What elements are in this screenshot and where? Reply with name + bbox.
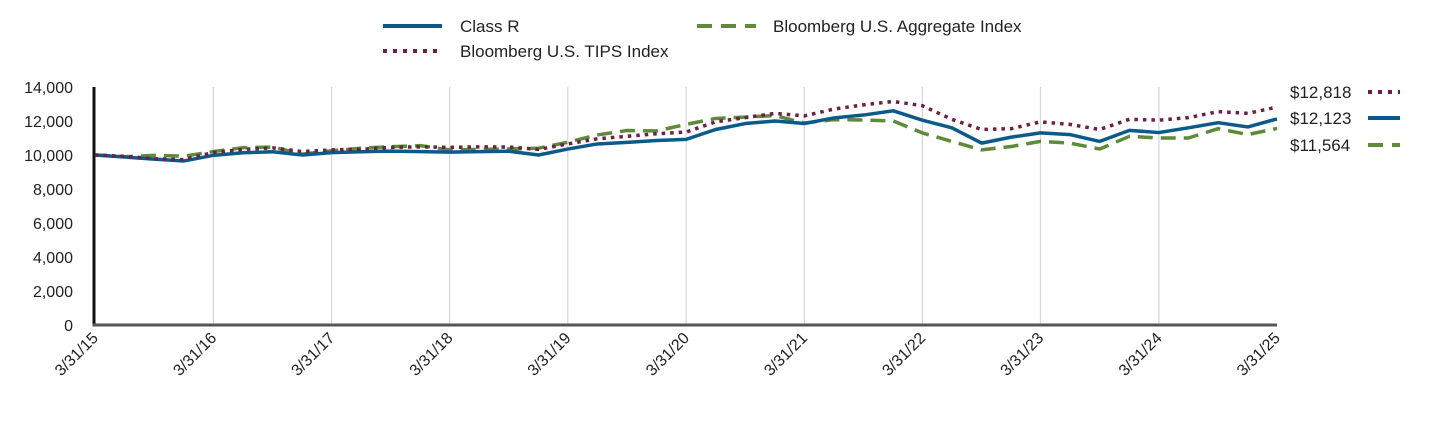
x-tick-label: 3/31/17	[289, 330, 339, 380]
y-tick-label: 10,000	[24, 148, 73, 165]
x-tick-label: 3/31/20	[643, 330, 693, 380]
legend-label: Bloomberg U.S. TIPS Index	[460, 42, 669, 61]
x-tick-label: 3/31/21	[761, 330, 811, 380]
y-tick-label: 14,000	[24, 80, 73, 97]
y-tick-label: 8,000	[33, 182, 73, 199]
end-value-label: $12,818	[1290, 83, 1351, 102]
legend-label: Bloomberg U.S. Aggregate Index	[773, 17, 1022, 36]
y-tick-label: 12,000	[24, 114, 73, 131]
x-tick-label: 3/31/23	[998, 330, 1048, 380]
x-tick-label: 3/31/22	[879, 330, 929, 380]
x-tick-label: 3/31/18	[407, 330, 457, 380]
grid-layer	[213, 87, 1158, 325]
x-tick-label: 3/31/15	[52, 330, 102, 380]
x-tick-label: 3/31/16	[170, 330, 220, 380]
end-labels: $12,818 $12,123 $11,564	[1290, 83, 1400, 155]
x-tick-label: 3/31/19	[525, 330, 575, 380]
y-tick-label: 6,000	[33, 216, 73, 233]
legend-label: Class R	[460, 17, 520, 36]
end-value-label: $11,564	[1290, 136, 1350, 155]
end-value-label: $12,123	[1290, 109, 1351, 128]
x-tick-label: 3/31/25	[1234, 330, 1284, 380]
y-tick-label: 2,000	[33, 284, 73, 301]
legend: Class R Bloomberg U.S. Aggregate Index Blo…	[383, 17, 1022, 61]
y-tick-label: 4,000	[33, 250, 73, 267]
y-tick-label: 0	[64, 318, 73, 335]
x-tick-label: 3/31/24	[1116, 330, 1166, 380]
